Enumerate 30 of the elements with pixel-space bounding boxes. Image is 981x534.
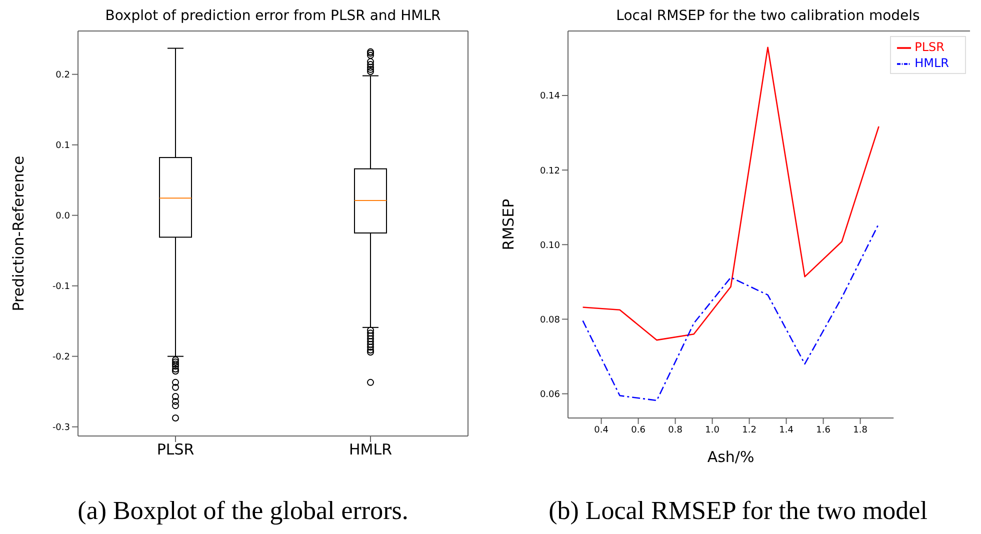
y-tick-label: -0.1 (52, 282, 70, 292)
y-tick-label: 0.0 (56, 212, 70, 222)
line-series (582, 46, 880, 341)
y-tick-label: -0.3 (52, 423, 70, 434)
y-tick-label: 0.06 (540, 390, 560, 400)
x-tick-label: 1.0 (705, 425, 720, 436)
y-axis-title: RMSEP (499, 198, 518, 250)
y-axis-title: Prediction-Reference (9, 156, 28, 312)
x-tick-label: 0.4 (594, 425, 609, 436)
line-series (582, 223, 880, 402)
y-tick-label: 0.1 (56, 141, 70, 152)
x-tick-label: 1.2 (742, 425, 756, 436)
y-tick-label: 0.12 (540, 166, 560, 176)
chart-title: Boxplot of prediction error from PLSR and HMLR (104, 8, 442, 26)
x-tick-label: 1.4 (779, 425, 794, 436)
x-tick-label: 0.8 (668, 425, 683, 436)
y-tick-label: 0.2 (56, 70, 70, 81)
y-tick-label: -0.2 (52, 352, 70, 363)
y-tick-label: 0.14 (540, 92, 560, 102)
x-axis-title: Ash/% (707, 448, 754, 466)
text: (b) Local RMSEP for the two model (548, 496, 928, 526)
legend-label: HMLR (914, 56, 949, 70)
x-tick-label: 1.6 (816, 425, 831, 436)
y-tick-label: 0.08 (540, 315, 560, 326)
y-tick-label: 0.10 (540, 240, 560, 251)
legend-label: PLSR (914, 40, 944, 54)
chart-title: Local RMSEP for the two calibration models (615, 8, 921, 26)
text: (a) Boxplot of the global errors. (76, 496, 410, 526)
x-tick-label: 0.6 (631, 425, 646, 436)
x-tick-label: 1.8 (853, 425, 868, 436)
